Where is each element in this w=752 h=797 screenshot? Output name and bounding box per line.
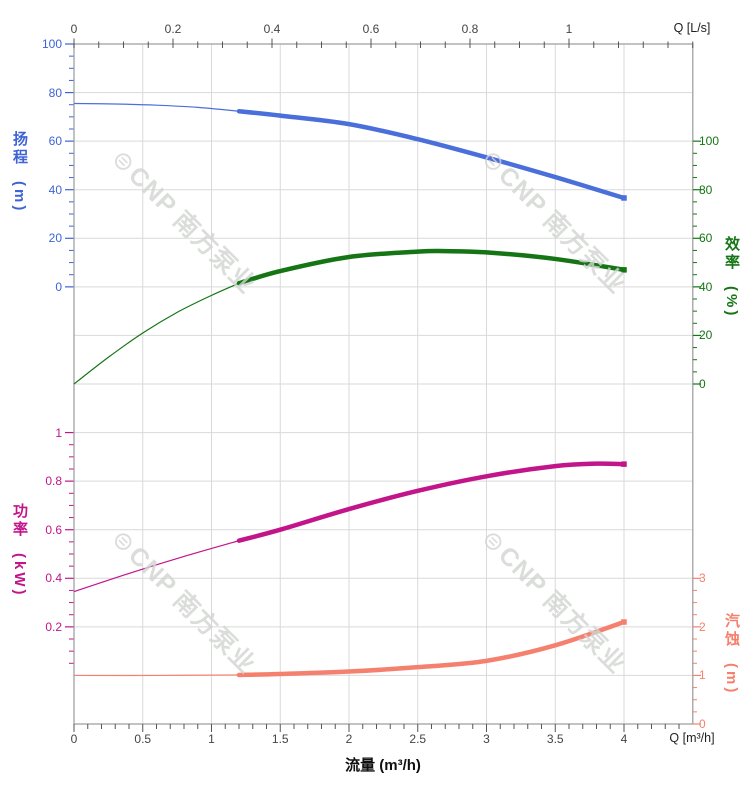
power-curve-end-marker — [621, 461, 627, 467]
efficiency-curve-end-marker — [621, 267, 627, 273]
power-axis-unit: (kW) — [11, 553, 28, 598]
npsh-axis-name: 汽蚀 — [723, 613, 740, 649]
head-curve — [236, 109, 627, 201]
head-axis-unit: (m) — [11, 181, 28, 214]
npsh-axis-unit: (m) — [723, 663, 740, 696]
npsh-curve-end-marker — [621, 619, 627, 625]
npsh-curve — [236, 619, 627, 678]
npsh-axis-title: 汽蚀 (m) — [722, 613, 740, 696]
power-axis-title: 功率 (kW) — [10, 503, 28, 598]
power-curve — [236, 461, 627, 543]
top-axis-unit-label: Q [L/s] — [673, 21, 711, 35]
head-axis-name: 扬程 — [11, 131, 28, 167]
npsh-curve-thin — [73, 674, 240, 677]
head-curve-end-marker — [621, 195, 627, 201]
power-curve-thin — [73, 540, 240, 593]
bottom-axis-unit-label: Q [m³/h] — [669, 731, 715, 745]
head-curve-thin — [73, 102, 240, 112]
efficiency-axis-title: 效率 (%) — [722, 236, 740, 319]
efficiency-axis-name: 效率 — [723, 236, 740, 272]
head-axis-title: 扬程 (m) — [10, 131, 28, 214]
efficiency-curve — [236, 248, 627, 286]
flow-axis-title: 流量 (m³/h) — [345, 757, 421, 774]
power-axis-name: 功率 — [11, 503, 28, 539]
efficiency-curve-thin — [73, 282, 240, 385]
efficiency-axis-unit: (%) — [723, 286, 740, 319]
